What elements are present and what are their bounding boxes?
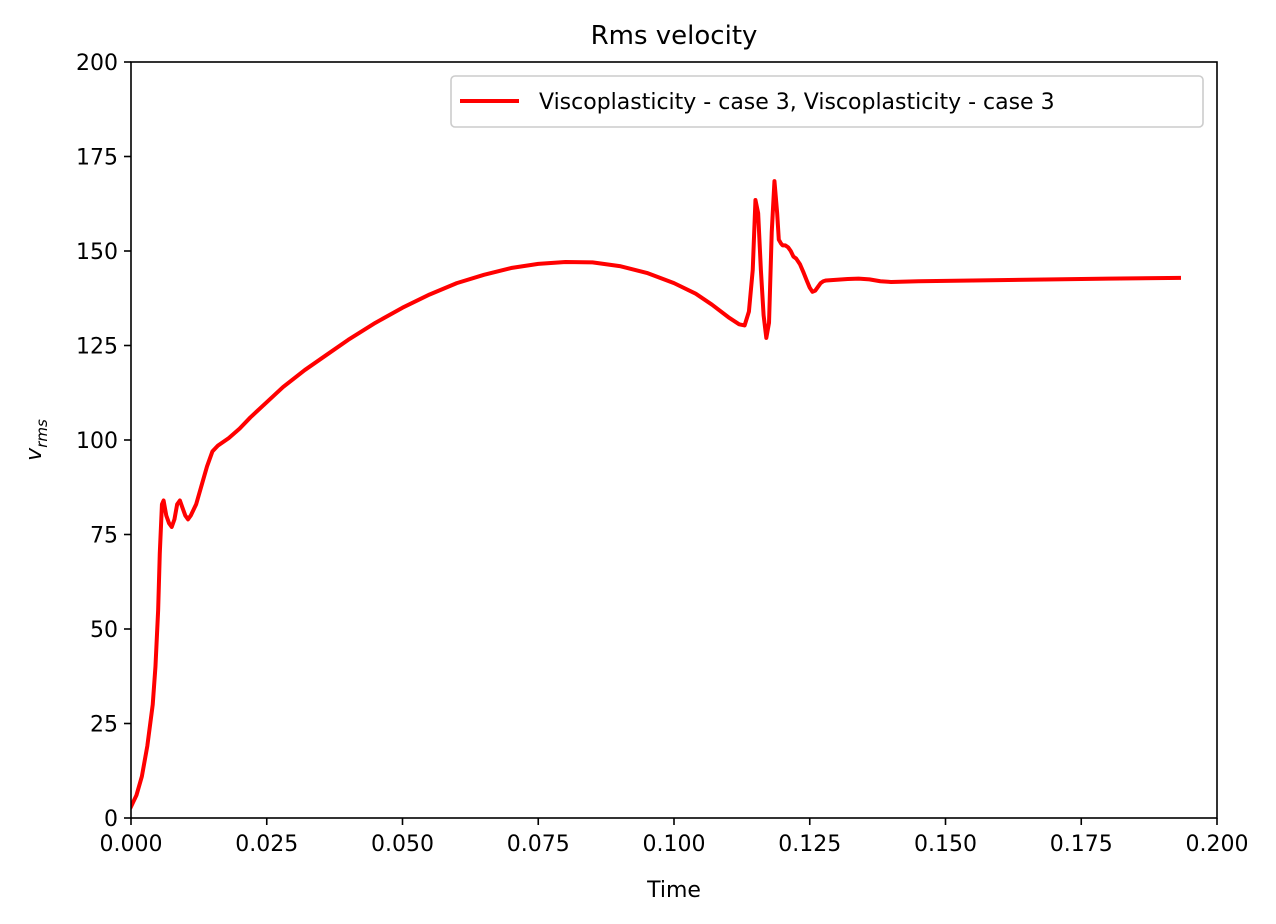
x-tick-label: 0.125 — [778, 832, 841, 857]
legend-box — [450, 75, 1204, 128]
y-axis-label: vrms — [22, 419, 51, 461]
y-tick-label: 175 — [76, 146, 118, 171]
y-tick-label: 100 — [76, 429, 118, 454]
x-tick-label: 0.025 — [235, 832, 298, 857]
y-axis-label-subscript: rms — [33, 419, 51, 448]
x-tick-label: 0.000 — [100, 832, 163, 857]
x-tick-label: 0.050 — [371, 832, 434, 857]
y-axis-label-main: v — [22, 447, 47, 461]
y-axis: 0 25 50 75 100 125 150 175 200 — [76, 51, 131, 832]
x-tick-label: 0.150 — [914, 832, 977, 857]
x-tick-label: 0.075 — [507, 832, 570, 857]
x-axis-label: Time — [646, 878, 701, 903]
y-tick-label: 75 — [90, 524, 118, 549]
x-axis: 0.000 0.025 0.050 0.075 0.100 0.125 0.150 0.175… — [100, 818, 1249, 857]
chart-title: Rms velocity — [591, 21, 758, 51]
legend-label: Viscoplasticity - case 3, Viscoplasticit… — [539, 90, 1055, 115]
y-tick-label: 50 — [90, 618, 118, 643]
y-tick-label: 25 — [90, 713, 118, 738]
y-tick-label: 0 — [104, 807, 118, 832]
x-tick-label: 0.100 — [643, 832, 706, 857]
y-tick-label: 150 — [76, 240, 118, 265]
y-tick-label: 125 — [76, 335, 118, 360]
series-line — [131, 179, 1182, 810]
x-tick-label: 0.175 — [1050, 832, 1113, 857]
x-tick-label: 0.200 — [1186, 832, 1249, 857]
y-tick-label: 200 — [76, 51, 118, 76]
series-layer — [131, 179, 1182, 810]
legend: Viscoplasticity - case 3, Viscoplasticit… — [450, 75, 1204, 128]
